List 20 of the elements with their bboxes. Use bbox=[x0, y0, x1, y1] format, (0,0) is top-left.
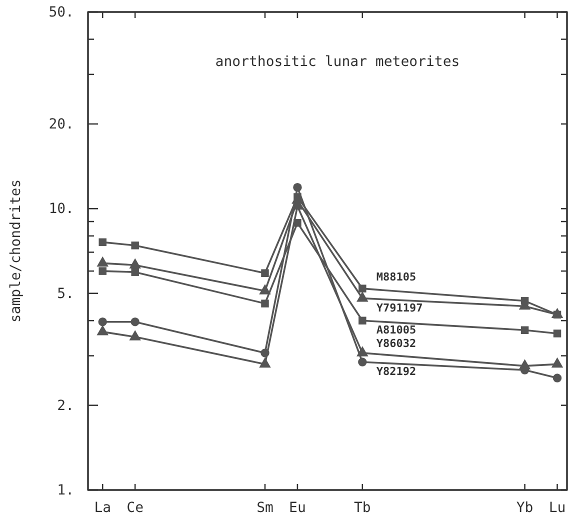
series-label: Y82192 bbox=[376, 365, 416, 378]
series-label: M88105 bbox=[376, 270, 416, 284]
y-axis-title: sample/chondrites bbox=[8, 179, 24, 323]
y-tick-label: 10. bbox=[48, 201, 74, 218]
series-label: A81005 bbox=[376, 324, 416, 337]
y-tick-label: 5. bbox=[57, 286, 74, 302]
x-tick-label: Yb bbox=[516, 500, 534, 516]
series-label: Y791197 bbox=[376, 301, 423, 314]
y-tick-label: 20. bbox=[48, 116, 74, 132]
y-tick-label: 2. bbox=[57, 398, 74, 414]
x-tick-label: Lu bbox=[548, 500, 566, 516]
series-label: Y86032 bbox=[376, 336, 416, 350]
x-tick-label: Eu bbox=[289, 500, 306, 516]
x-tick-label: Sm bbox=[256, 500, 274, 516]
y-tick-label: 1. bbox=[57, 482, 74, 498]
x-tick-label: Tb bbox=[354, 500, 371, 516]
y-tick-label: 50. bbox=[48, 4, 74, 20]
x-tick-label: Ce bbox=[126, 500, 144, 516]
x-tick-label: La bbox=[94, 500, 112, 516]
text: anorthositic lunar meteorites bbox=[215, 54, 460, 70]
